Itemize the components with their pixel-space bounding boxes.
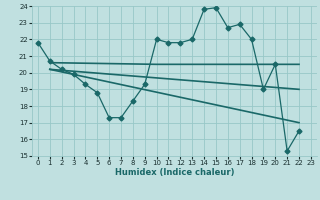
X-axis label: Humidex (Indice chaleur): Humidex (Indice chaleur)	[115, 168, 234, 177]
